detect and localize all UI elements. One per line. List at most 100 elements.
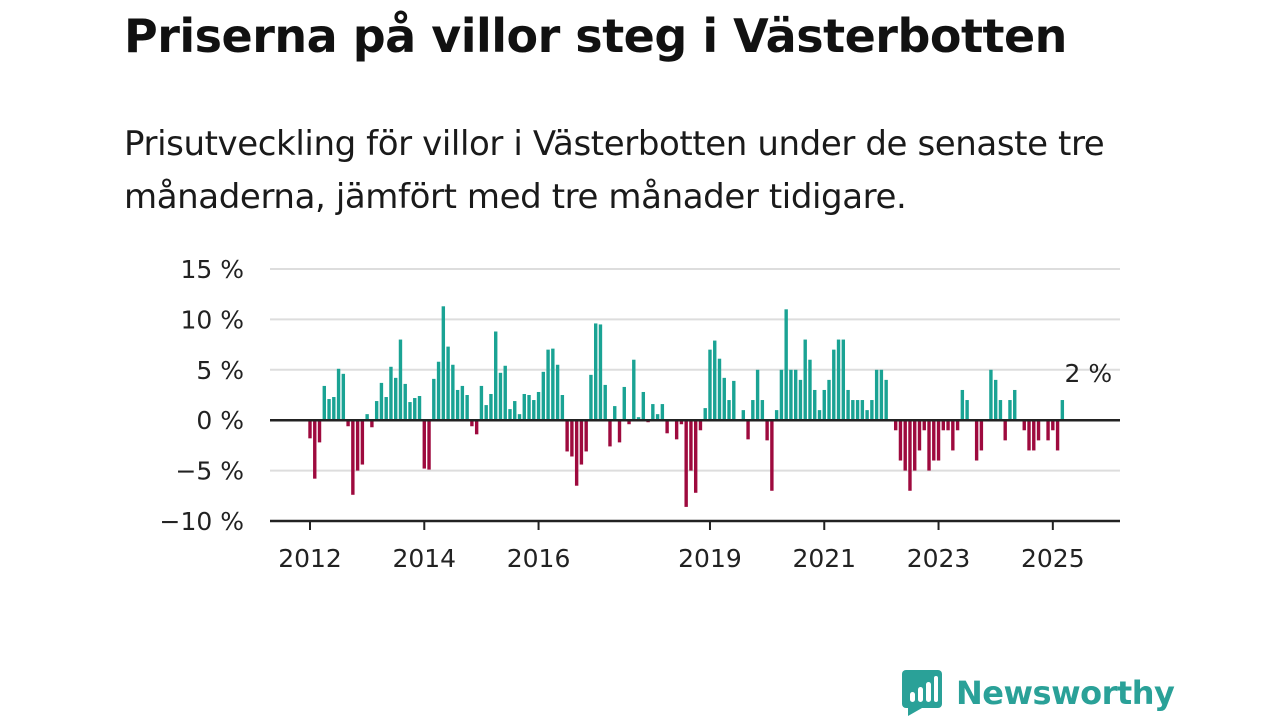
bar — [1051, 420, 1055, 431]
bar — [565, 420, 569, 452]
bar — [541, 371, 546, 421]
bar — [693, 420, 698, 493]
y-tick-label: −5 % — [175, 457, 244, 486]
bar — [465, 395, 469, 421]
bar — [394, 377, 398, 421]
x-tick-label: 2012 — [278, 544, 342, 573]
bar — [636, 417, 641, 421]
bar — [684, 420, 688, 507]
bar — [532, 400, 536, 421]
bar — [936, 420, 941, 461]
bar — [832, 349, 836, 421]
bar — [765, 420, 769, 441]
bar — [513, 401, 517, 421]
bar — [822, 389, 826, 421]
bar — [346, 420, 350, 427]
bar — [722, 377, 726, 421]
bar — [427, 420, 431, 470]
bar — [951, 420, 955, 451]
bar — [370, 420, 374, 428]
bar — [327, 399, 331, 421]
bar — [922, 420, 926, 431]
bar — [993, 379, 998, 421]
bar — [689, 420, 693, 471]
newsworthy-bar-chart-icon — [902, 670, 942, 716]
bar — [641, 391, 646, 421]
bar — [398, 339, 403, 421]
bar — [784, 309, 788, 421]
bar — [946, 420, 950, 431]
bar — [827, 379, 831, 421]
bar — [874, 369, 879, 421]
bar — [941, 420, 945, 431]
x-tick-label: 2025 — [1021, 544, 1085, 573]
bar — [1036, 420, 1041, 441]
bar — [798, 379, 803, 421]
bar — [998, 400, 1003, 421]
bar — [770, 420, 774, 491]
bar — [774, 410, 779, 421]
bars — [308, 306, 1065, 507]
axes — [270, 418, 1120, 530]
y-tick-label: 10 % — [180, 305, 244, 334]
bar — [965, 400, 969, 421]
bar — [913, 420, 917, 471]
bar — [960, 389, 965, 421]
bar — [389, 366, 393, 421]
bar — [484, 405, 488, 421]
bar — [441, 306, 446, 421]
bar — [422, 420, 426, 469]
bar — [1013, 389, 1017, 421]
bar — [432, 378, 436, 421]
bar — [598, 324, 603, 421]
bar — [903, 420, 907, 471]
bar — [789, 369, 793, 421]
x-tick-label: 2023 — [907, 544, 971, 573]
bar — [489, 393, 493, 421]
bar — [594, 323, 598, 421]
x-tick-label: 2021 — [792, 544, 856, 573]
bar — [351, 420, 355, 495]
bar — [898, 420, 903, 461]
bar — [622, 386, 626, 421]
brand-name: Newsworthy — [956, 674, 1175, 712]
x-tick-label: 2016 — [507, 544, 571, 573]
y-tick-label: 0 % — [196, 406, 244, 435]
bar — [584, 420, 588, 452]
bar — [927, 420, 931, 471]
bar — [713, 340, 717, 421]
bar — [374, 401, 379, 421]
bar — [589, 374, 593, 421]
bar — [732, 380, 736, 421]
bar — [760, 400, 765, 421]
bar — [355, 420, 360, 471]
bar — [955, 420, 960, 431]
bar — [574, 420, 579, 486]
bar — [632, 359, 636, 421]
bar — [932, 420, 936, 461]
tick-labels: 15 % 10 % 5 % 0 % −5 % −10 % 2012 2014 2016 2019 2… — [160, 255, 1113, 573]
bar — [336, 368, 341, 421]
bar — [603, 384, 607, 421]
page-subtitle: Prisutveckling för villor i Västerbotten… — [124, 124, 1105, 217]
bar — [893, 420, 898, 431]
bar — [503, 365, 507, 421]
bar — [879, 369, 884, 421]
bar — [917, 420, 922, 451]
bar — [332, 397, 336, 421]
bar — [474, 420, 479, 435]
bar — [322, 385, 326, 421]
bar — [884, 379, 888, 421]
bar — [751, 400, 755, 421]
bar — [870, 400, 874, 421]
bar — [836, 339, 841, 421]
bar — [617, 420, 622, 443]
bar — [517, 414, 522, 421]
bar — [651, 404, 655, 421]
y-tick-label: 5 % — [196, 356, 244, 385]
bar — [536, 391, 541, 421]
bar — [755, 369, 760, 421]
bar — [446, 346, 450, 421]
bar — [560, 395, 565, 421]
